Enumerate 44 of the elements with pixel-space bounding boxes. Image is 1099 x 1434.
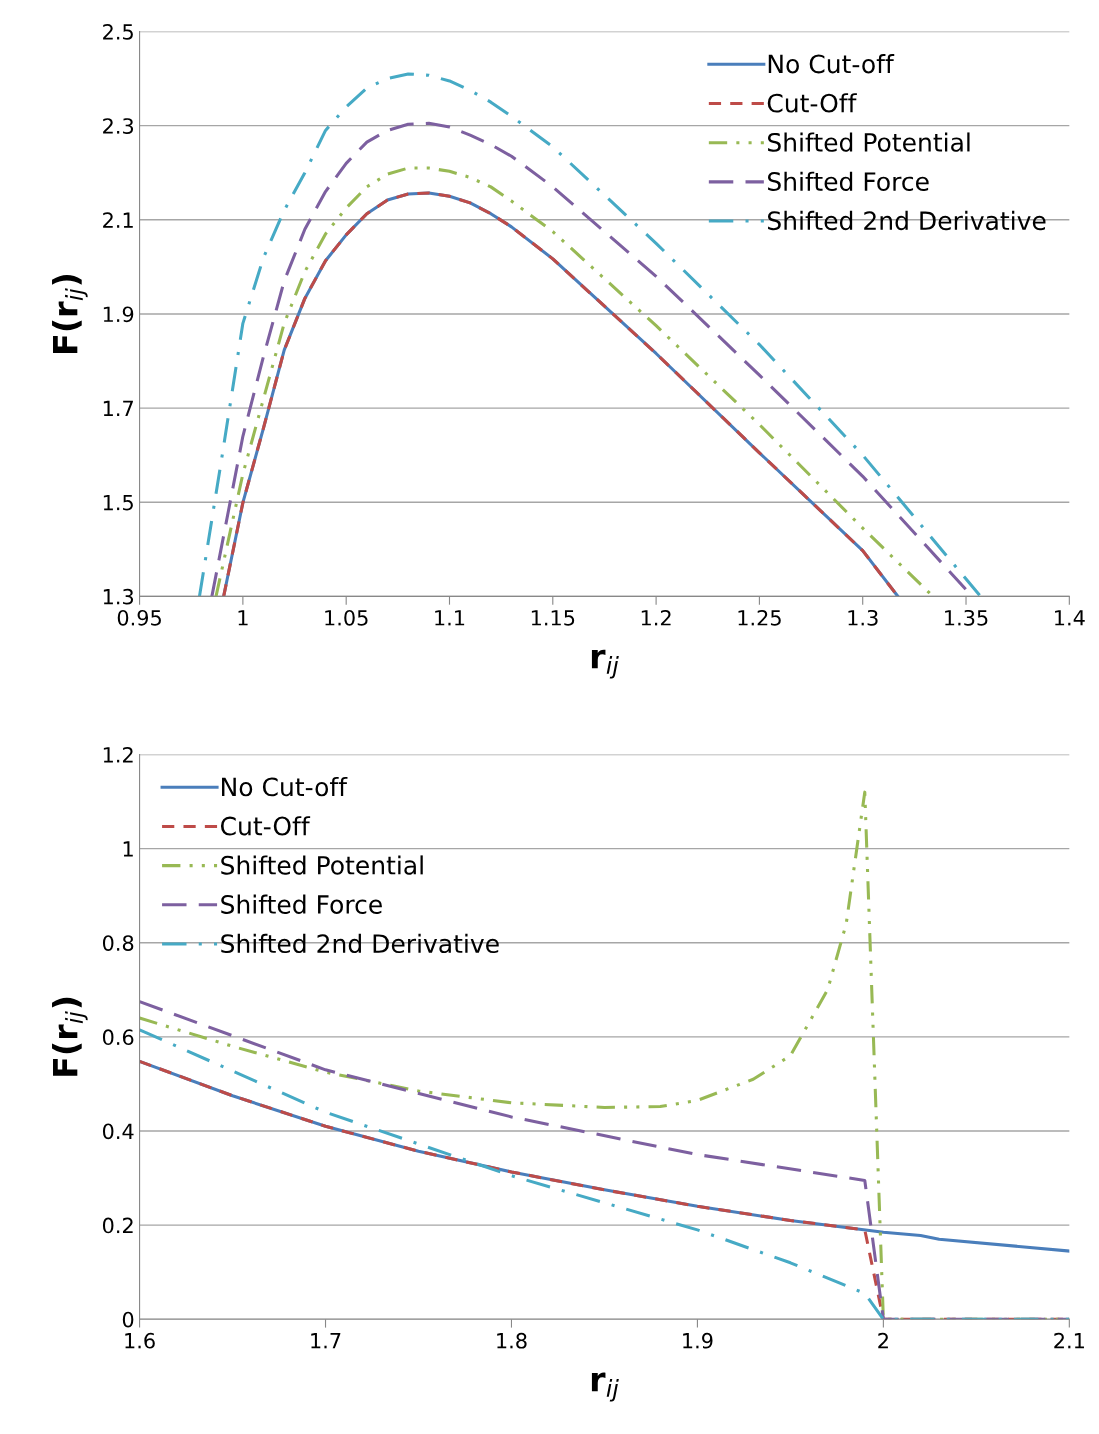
x-tick-label: 2.1 <box>1054 1332 1084 1349</box>
x-axis-title: r$_{ij}$ <box>591 1372 619 1402</box>
legend-label: Shifted 2nd Derivative <box>767 210 1046 231</box>
legend-label: Cut-Off <box>767 93 857 113</box>
y-tick-label: 2.3 <box>103 118 134 134</box>
x-tick-label: 1.1 <box>435 610 465 626</box>
y-tick-label: 1 <box>123 841 133 857</box>
x-tick-label: 1.35 <box>945 609 988 626</box>
x-tick-label: 1.7 <box>311 1333 341 1349</box>
x-tick-label: 1.05 <box>325 609 368 626</box>
y-tick-label: 0 <box>122 1311 134 1328</box>
legend-label: Shifted Potential <box>767 132 970 152</box>
y-tick-label: 0.8 <box>102 935 134 951</box>
legend-label: No Cut-off <box>222 776 348 797</box>
legend-label: Cut-Off <box>220 816 311 836</box>
x-axis-title: r$_{ij}$ <box>591 649 619 679</box>
x-tick-label: 1.15 <box>531 610 575 626</box>
y-tick-label: 0.2 <box>102 1217 133 1234</box>
y-axis-title: F(r$_{ij}$) <box>52 274 88 353</box>
legend-label: Shifted Force <box>767 171 929 191</box>
legend-label: Shifted 2nd Derivative <box>221 933 499 954</box>
y-tick-label: 1.3 <box>103 588 134 605</box>
y-tick-label: 0.4 <box>102 1123 134 1140</box>
y-tick-label: 2.5 <box>103 24 133 40</box>
x-tick-label: 1.2 <box>641 609 671 626</box>
y-tick-label: 0.6 <box>102 1029 134 1046</box>
y-tick-label: 1.5 <box>103 494 133 511</box>
x-tick-label: 0.95 <box>117 609 161 626</box>
legend-label: Shifted Potential <box>221 855 423 875</box>
x-tick-label: 2 <box>878 1332 888 1349</box>
x-tick-label: 1.8 <box>497 1332 527 1349</box>
x-tick-label: 1 <box>238 610 248 626</box>
x-tick-label: 1.9 <box>683 1332 713 1349</box>
y-axis-title: F(r$_{ij}$) <box>52 997 88 1076</box>
y-tick-label: 1.7 <box>103 400 133 416</box>
legend-label: Shifted Force <box>221 894 382 914</box>
x-tick-label: 1.25 <box>738 609 781 626</box>
y-tick-label: 1.2 <box>103 746 133 763</box>
x-tick-label: 1.4 <box>1055 610 1085 626</box>
y-tick-label: 2.1 <box>103 212 133 228</box>
x-tick-label: 1.3 <box>848 609 878 626</box>
x-tick-label: 1.6 <box>125 1332 155 1349</box>
legend-label: No Cut-off <box>768 54 895 74</box>
y-tick-label: 1.9 <box>103 306 134 323</box>
